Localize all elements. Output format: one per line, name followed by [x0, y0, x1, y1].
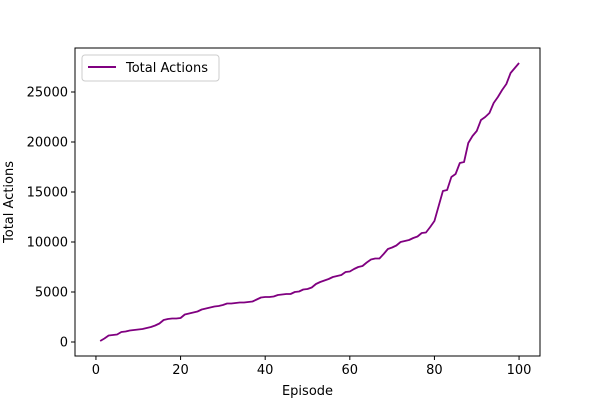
- legend-box: [81, 54, 220, 82]
- y-tick-label: 5000: [35, 286, 68, 301]
- y-tick-label: 25000: [27, 86, 68, 101]
- x-tick-label: 40: [257, 363, 274, 378]
- plot-frame: [74, 47, 541, 357]
- axis-ticks: 0 20 40 60 80 100 0 5000 10000 15000 20000 25000: [27, 86, 532, 379]
- y-tick-label: 10000: [27, 236, 68, 251]
- y-tick-label: 0: [60, 336, 68, 351]
- legend-label-total-actions: Total Actions: [125, 61, 208, 76]
- y-axis-title: Total Actions: [2, 161, 17, 244]
- x-axis-title: Episode: [282, 384, 333, 399]
- y-tick-label: 15000: [27, 186, 68, 201]
- y-tick-label: 20000: [27, 136, 68, 151]
- series-layer: [99, 62, 520, 342]
- x-tick-label: 0: [92, 363, 100, 378]
- x-tick-label: 60: [342, 363, 359, 378]
- x-tick-label: 20: [172, 363, 189, 378]
- x-tick-label: 100: [507, 363, 532, 378]
- legend: Total Actions: [81, 54, 220, 82]
- x-tick-label: 80: [426, 363, 443, 378]
- series-line-total-actions: [99, 62, 520, 342]
